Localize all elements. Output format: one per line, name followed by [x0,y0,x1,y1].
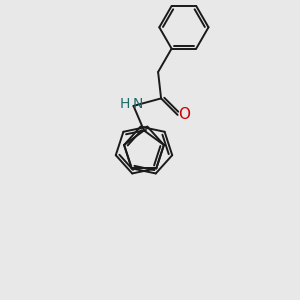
Text: H: H [120,97,130,111]
Text: N: N [132,97,142,111]
Text: O: O [178,107,190,122]
